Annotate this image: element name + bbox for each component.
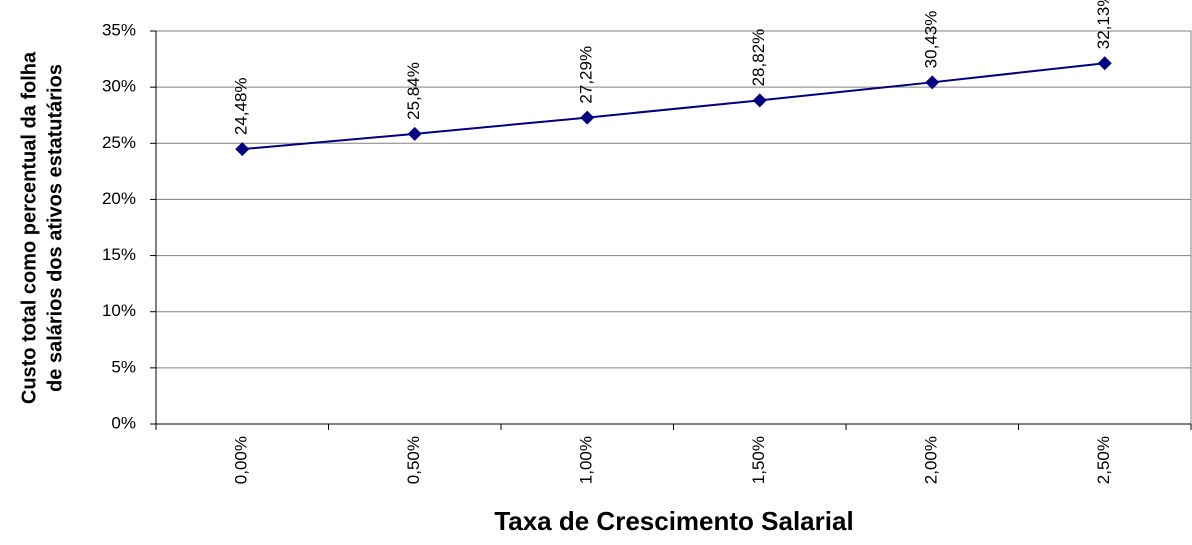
x-axis-title: Taxa de Crescimento Salarial — [494, 506, 853, 536]
marker — [925, 75, 940, 90]
y-axis-title: de salários dos ativos estatutários — [44, 64, 66, 392]
marker — [580, 110, 595, 125]
data-label: 25,84% — [404, 62, 423, 120]
y-tick-label: 15% — [102, 245, 136, 264]
data-label: 30,43% — [922, 11, 941, 69]
x-tick-label: 1,50% — [749, 436, 768, 484]
y-tick-label: 10% — [102, 301, 136, 320]
y-tick-label: 20% — [102, 189, 136, 208]
y-tick-label: 25% — [102, 133, 136, 152]
y-tick-label: 35% — [102, 20, 136, 39]
data-label: 27,29% — [577, 46, 596, 104]
line — [242, 62, 1105, 151]
marker — [1097, 56, 1112, 71]
y-tick-label: 30% — [102, 77, 136, 96]
x-tick-label: 0,00% — [232, 436, 251, 484]
x-tick-label: 2,00% — [922, 436, 941, 484]
y-axis-title: Custo total como percentual da folha — [18, 51, 40, 404]
x-tick-label: 2,50% — [1094, 436, 1113, 484]
marker — [235, 142, 250, 157]
data-label: 24,48% — [232, 77, 251, 135]
data-label: 28,82% — [749, 29, 768, 87]
x-tick-label: 1,00% — [577, 436, 596, 484]
marker — [407, 126, 422, 141]
y-tick-label: 5% — [111, 357, 136, 376]
x-tick-label: 0,50% — [404, 436, 423, 484]
data-label: 32,13% — [1094, 0, 1113, 49]
marker — [752, 93, 767, 108]
y-tick-label: 0% — [111, 413, 136, 432]
